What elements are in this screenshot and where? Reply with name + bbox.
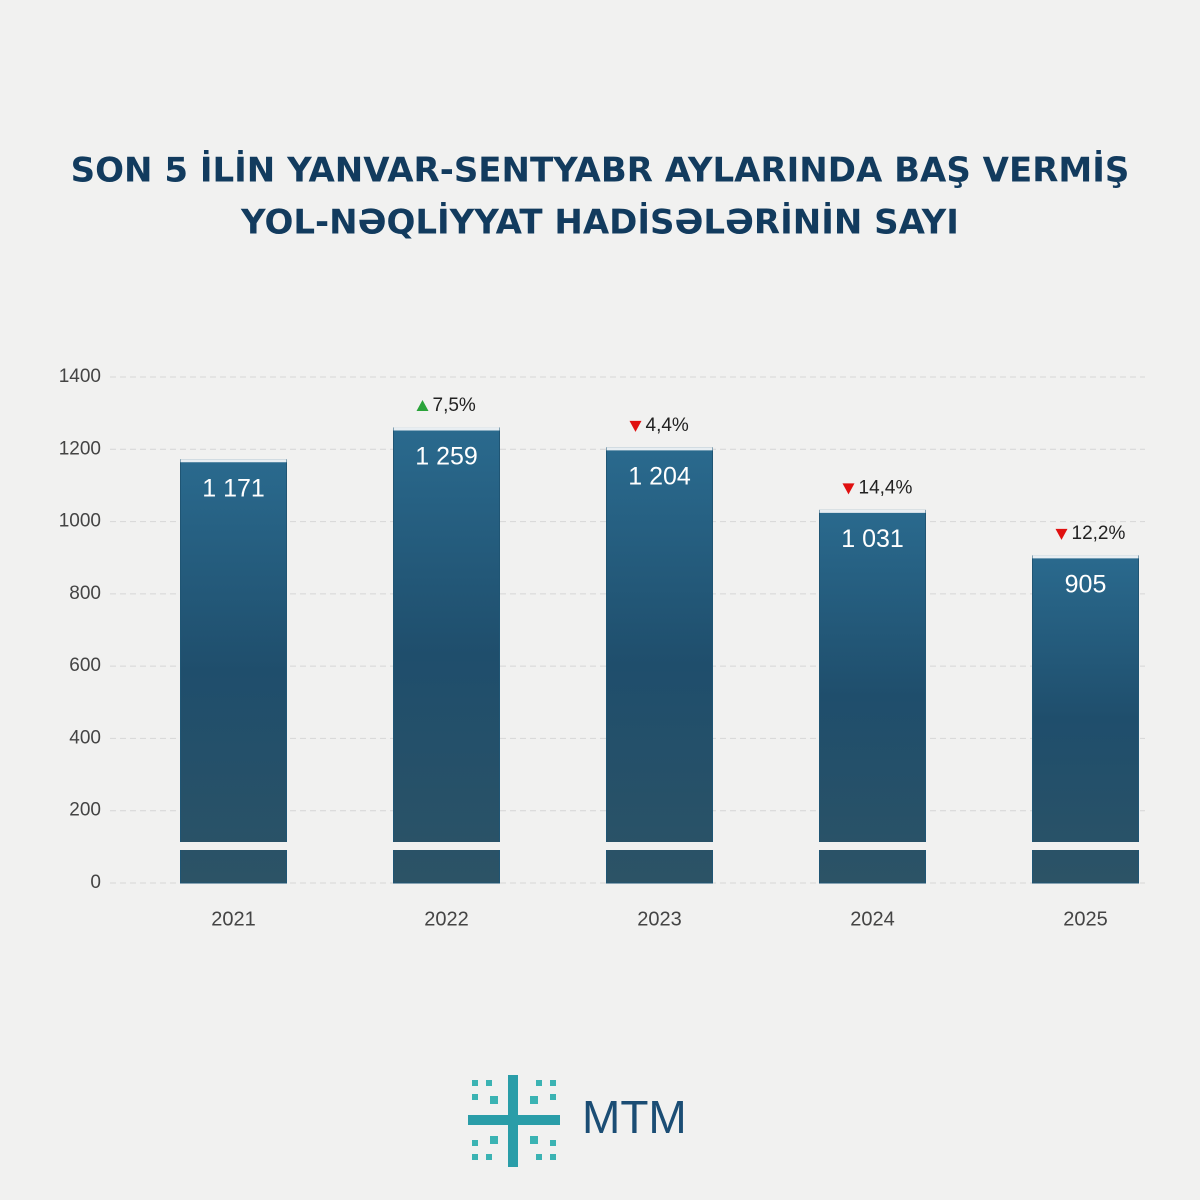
logo-text: MTM	[582, 1091, 687, 1143]
bar	[1032, 555, 1139, 884]
bar	[180, 459, 287, 884]
y-tick-label: 600	[69, 655, 101, 676]
y-tick-label: 800	[69, 583, 101, 604]
x-tick-label: 2024	[850, 908, 895, 930]
axis-break	[603, 842, 716, 850]
value-label: 1 204	[628, 462, 691, 490]
change-label: 7,5%	[433, 395, 476, 416]
axis-break	[1029, 842, 1142, 850]
arrow-down	[1055, 528, 1068, 540]
y-tick-label: 0	[90, 872, 101, 893]
x-tick-label: 2025	[1063, 908, 1108, 930]
change-label: 14,4%	[859, 477, 913, 498]
value-label: 1 259	[415, 443, 478, 471]
y-tick-label: 200	[69, 800, 101, 821]
axis-break	[816, 842, 929, 850]
chart-title: YOL-NƏQLİYYAT HADİSƏLƏRİNİN SAYI	[240, 202, 959, 243]
logo: MTM	[468, 1075, 687, 1167]
x-tick-label: 2021	[211, 908, 256, 930]
logo-icon	[468, 1075, 560, 1167]
x-tick-label: 2023	[637, 908, 682, 930]
arrow-down	[842, 483, 855, 495]
change-label: 12,2%	[1072, 523, 1126, 544]
value-label: 1 031	[841, 525, 904, 553]
y-tick-label: 400	[69, 727, 101, 748]
chart-title: SON 5 İLİN YANVAR-SENTYABR AYLARINDA BAŞ…	[71, 150, 1130, 191]
value-label: 905	[1065, 571, 1107, 599]
axis-break	[390, 842, 503, 850]
axis-break	[177, 842, 290, 850]
y-tick-label: 1400	[59, 366, 101, 387]
bar	[393, 427, 500, 884]
arrow-up	[416, 399, 429, 411]
arrow-down	[629, 420, 642, 432]
y-tick-label: 1200	[59, 438, 101, 459]
bar	[819, 509, 926, 884]
change-label: 4,4%	[646, 415, 689, 436]
x-tick-label: 2022	[424, 908, 469, 930]
value-label: 1 171	[202, 474, 265, 502]
y-tick-label: 1000	[59, 511, 101, 532]
bar	[606, 447, 713, 884]
